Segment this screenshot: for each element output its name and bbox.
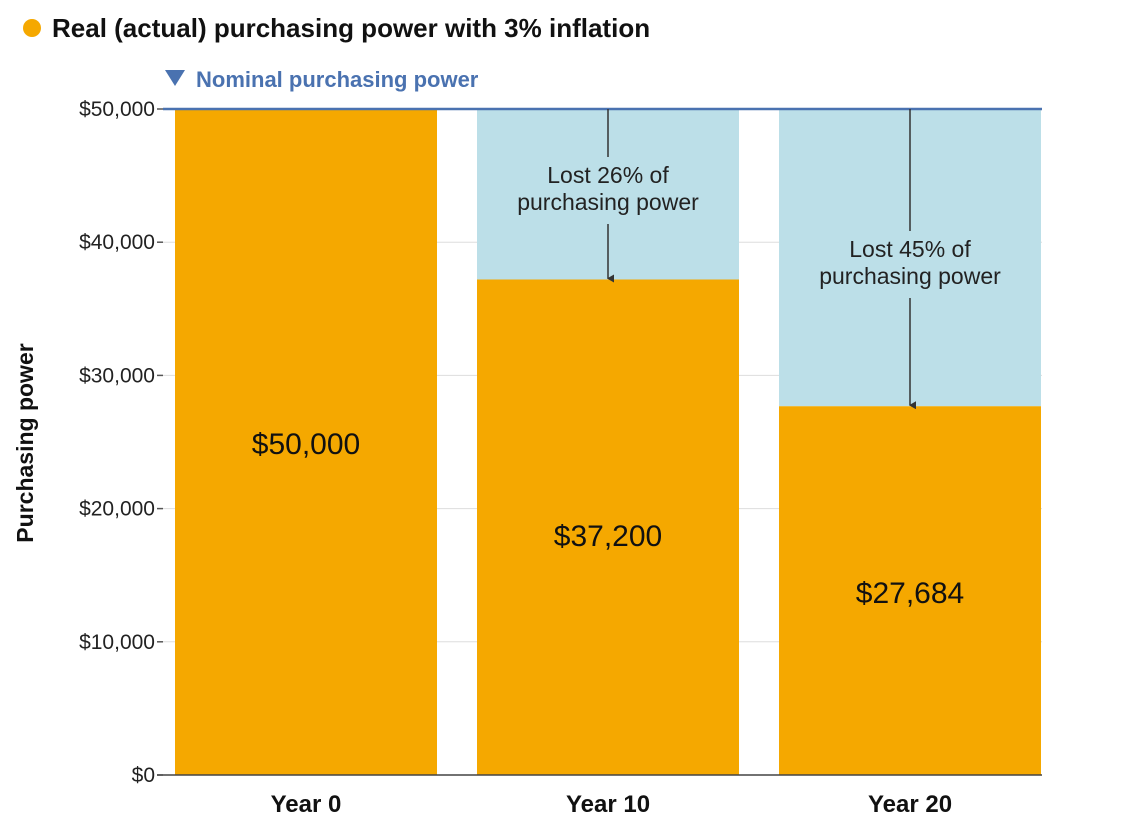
loss-annotation-line1: Lost 45% of: [849, 236, 971, 262]
legend-real-label: Real (actual) purchasing power with 3% i…: [52, 13, 650, 43]
y-tick-label: $30,000: [79, 364, 155, 387]
bar-value-label: $27,684: [856, 577, 964, 610]
legend-nominal-down-triangle-icon: [165, 70, 185, 86]
y-axis-ticks: $0 $10,000 $20,000 $30,000 $40,000 $50,000: [79, 98, 163, 787]
loss-annotation-line2: purchasing power: [517, 189, 699, 215]
bar-value-label: $37,200: [554, 520, 662, 553]
bar-value-label: $50,000: [252, 428, 360, 461]
y-tick-label: $0: [132, 764, 155, 787]
bars: [175, 109, 1041, 775]
y-tick-label: $50,000: [79, 98, 155, 121]
loss-annotation-line1: Lost 26% of: [547, 162, 669, 188]
y-axis-label: Purchasing power: [12, 343, 38, 542]
real-power-bar: [477, 279, 739, 775]
legend-nominal-label: Nominal purchasing power: [196, 67, 479, 92]
x-category-label: Year 0: [271, 791, 342, 818]
x-category-label: Year 10: [566, 791, 650, 818]
y-tick-label: $20,000: [79, 498, 155, 521]
loss-annotation-line2: purchasing power: [819, 263, 1001, 289]
real-power-bar: [779, 406, 1041, 775]
legend: Real (actual) purchasing power with 3% i…: [23, 13, 650, 92]
axes: [157, 107, 1042, 776]
real-power-bar: [175, 109, 437, 775]
y-tick-label: $40,000: [79, 231, 155, 254]
x-category-label: Year 20: [868, 791, 952, 818]
legend-real-dot-icon: [23, 19, 41, 37]
y-tick-label: $10,000: [79, 631, 155, 654]
